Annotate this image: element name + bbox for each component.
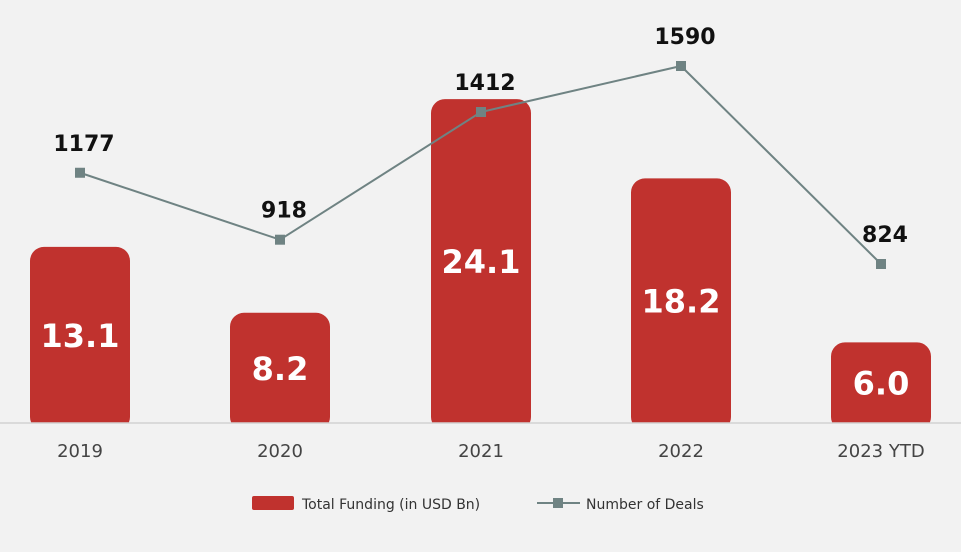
legend: Total Funding (in USD Bn) Number of Deal… [252, 496, 704, 513]
bar-2022 [631, 178, 731, 431]
legend-label-deals: Number of Deals [586, 497, 704, 513]
bar-baseline-mask [0, 423, 961, 463]
deals-line-layer [75, 61, 886, 269]
bar-2019 [30, 246, 130, 431]
x-tick-label: 2021 [458, 441, 504, 462]
bar-2020 [230, 312, 330, 431]
deals-marker [676, 61, 686, 71]
labels-layer: 13.1 2019 8.2 2020 24.1 2021 18.2 2022 6.0 2023 Y… [41, 25, 925, 462]
deals-marker [275, 234, 285, 245]
deals-marker [476, 107, 486, 118]
bar-2021 [431, 99, 531, 431]
bar-value-label: 13.1 [41, 317, 120, 355]
legend-swatch-funding [252, 496, 294, 510]
legend-label-funding: Total Funding (in USD Bn) [301, 497, 480, 513]
deals-value-label: 1590 [654, 25, 715, 50]
deals-value-label: 824 [862, 223, 908, 248]
x-tick-label: 2020 [257, 441, 303, 462]
bar-2023-ytd [831, 342, 931, 431]
x-tick-label: 2019 [57, 441, 103, 462]
x-tick-label: 2022 [658, 441, 704, 462]
deals-marker [876, 259, 886, 269]
bar-value-label: 18.2 [642, 283, 721, 321]
bars-layer [0, 99, 961, 463]
x-tick-label: 2023 YTD [837, 441, 924, 462]
deals-value-label: 1177 [53, 132, 114, 157]
bar-value-label: 6.0 [853, 365, 910, 403]
bar-value-label: 8.2 [252, 350, 309, 388]
deals-value-label: 1412 [454, 71, 515, 96]
deals-marker [75, 167, 85, 178]
bar-value-label: 24.1 [442, 243, 521, 281]
deals-value-label: 918 [261, 199, 307, 224]
legend-swatch-deals-marker [553, 498, 563, 508]
